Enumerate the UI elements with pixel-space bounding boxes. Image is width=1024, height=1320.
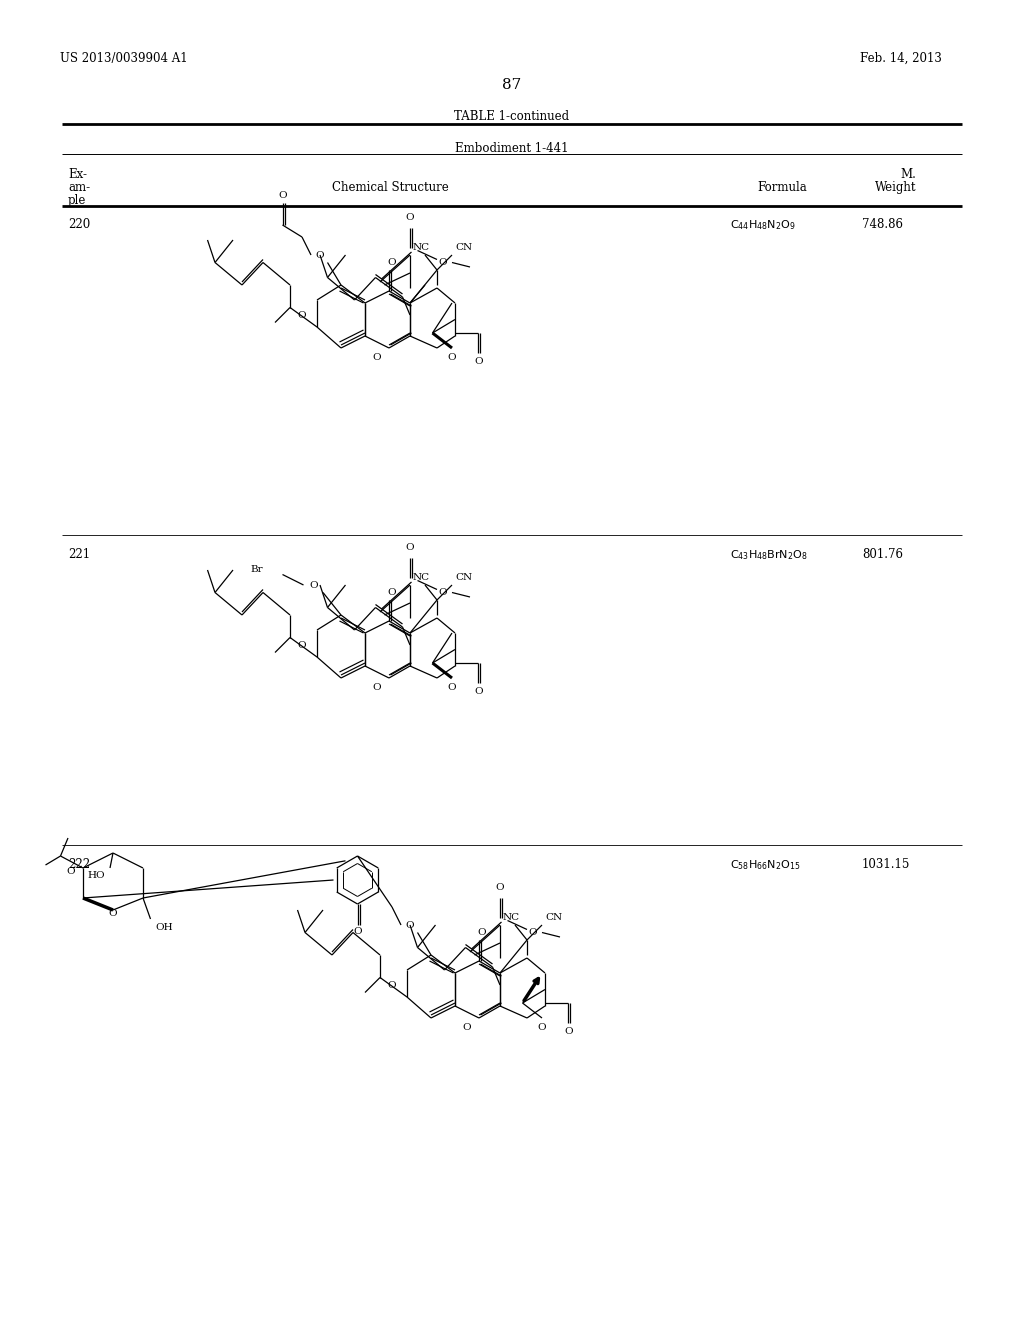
Text: O: O (353, 927, 361, 936)
Text: O: O (475, 686, 483, 696)
Text: CN: CN (455, 243, 472, 252)
Text: Chemical Structure: Chemical Structure (332, 181, 449, 194)
Text: CN: CN (545, 913, 562, 921)
Text: 221: 221 (68, 548, 90, 561)
Text: Embodiment 1-441: Embodiment 1-441 (456, 143, 568, 154)
Text: O: O (388, 981, 396, 990)
Text: O: O (406, 543, 415, 552)
Text: M.: M. (900, 168, 916, 181)
Text: O: O (298, 640, 306, 649)
Text: O: O (438, 257, 447, 267)
Text: NC: NC (503, 913, 520, 921)
Text: O: O (477, 928, 486, 937)
Text: O: O (496, 883, 504, 892)
Text: O: O (564, 1027, 573, 1036)
Text: 220: 220 (68, 218, 90, 231)
Text: O: O (388, 587, 396, 597)
Text: O: O (406, 920, 415, 929)
Text: O: O (298, 310, 306, 319)
Text: 222: 222 (68, 858, 90, 871)
Text: 87: 87 (503, 78, 521, 92)
Text: 801.76: 801.76 (862, 548, 903, 561)
Text: O: O (373, 682, 381, 692)
Text: O: O (109, 908, 118, 917)
Text: O: O (67, 866, 76, 875)
Text: O: O (315, 251, 325, 260)
Text: Weight: Weight (874, 181, 916, 194)
Text: O: O (388, 257, 396, 267)
Text: NC: NC (413, 243, 430, 252)
Text: Br: Br (251, 565, 263, 574)
Text: am-: am- (68, 181, 90, 194)
Text: $\mathsf{C_{44}H_{48}N_2O_9}$: $\mathsf{C_{44}H_{48}N_2O_9}$ (730, 218, 796, 232)
Text: O: O (406, 213, 415, 222)
Text: 748.86: 748.86 (862, 218, 903, 231)
Text: O: O (463, 1023, 471, 1031)
Text: 1031.15: 1031.15 (862, 858, 910, 871)
Text: US 2013/0039904 A1: US 2013/0039904 A1 (60, 51, 187, 65)
Text: O: O (528, 928, 538, 937)
Text: OH: OH (155, 924, 173, 932)
Text: NC: NC (413, 573, 430, 582)
Text: O: O (373, 352, 381, 362)
Text: O: O (475, 356, 483, 366)
Text: Ex-: Ex- (68, 168, 87, 181)
Text: O: O (538, 1023, 547, 1031)
Text: Feb. 14, 2013: Feb. 14, 2013 (860, 51, 942, 65)
Text: $\mathsf{C_{43}H_{48}BrN_2O_8}$: $\mathsf{C_{43}H_{48}BrN_2O_8}$ (730, 548, 808, 562)
Text: O: O (447, 352, 457, 362)
Text: ple: ple (68, 194, 86, 207)
Text: O: O (279, 190, 287, 199)
Text: TABLE 1-continued: TABLE 1-continued (455, 110, 569, 123)
Text: O: O (309, 581, 318, 590)
Text: CN: CN (455, 573, 472, 582)
Text: O: O (447, 682, 457, 692)
Text: HO: HO (88, 871, 105, 880)
Text: O: O (438, 587, 447, 597)
Text: $\mathsf{C_{58}H_{66}N_2O_{15}}$: $\mathsf{C_{58}H_{66}N_2O_{15}}$ (730, 858, 801, 871)
Text: Formula: Formula (757, 181, 807, 194)
